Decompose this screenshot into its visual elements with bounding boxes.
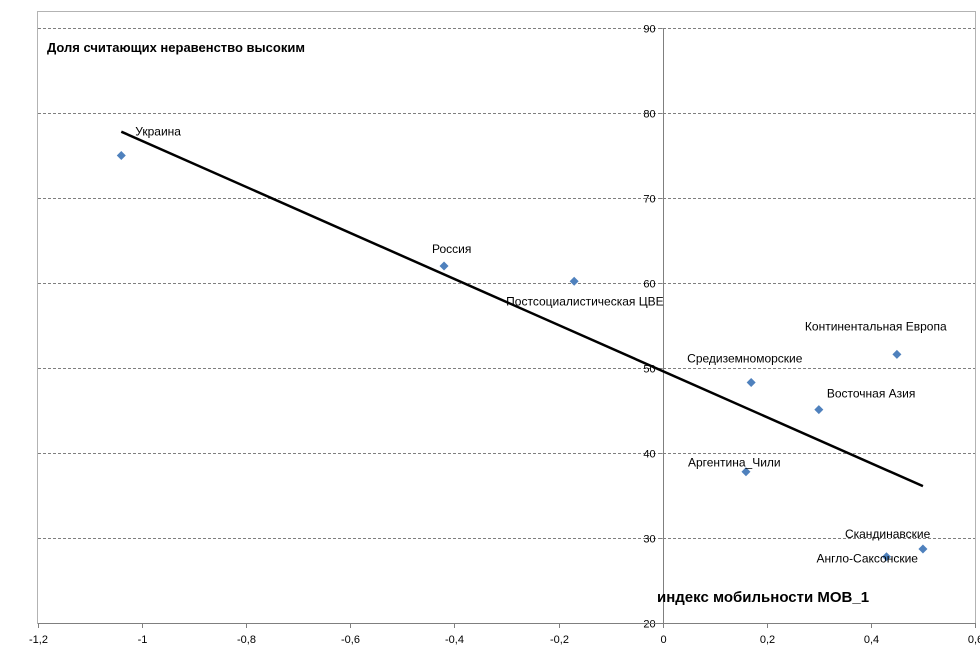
plot-border — [38, 12, 976, 624]
x-tick-label: -0,2 — [550, 634, 569, 646]
x-tick-label: 0 — [660, 634, 666, 646]
y-tick-label: 70 — [643, 194, 655, 206]
x-tick-label: -0,6 — [341, 634, 360, 646]
data-label: Средиземноморские — [687, 351, 803, 365]
data-label: Англо-Саксонские — [817, 552, 919, 566]
data-label: Аргентина_Чили — [688, 456, 781, 470]
y-tick-label: 20 — [643, 619, 655, 631]
data-label: Континентальная Европа — [805, 319, 947, 333]
data-label: Скандинавские — [845, 527, 931, 541]
y-tick-label: 60 — [643, 279, 655, 291]
chart-title: Доля считающих неравенство высоким — [47, 40, 305, 55]
x-tick-label: -1,2 — [29, 634, 48, 646]
y-tick-label: 80 — [643, 109, 655, 121]
data-label: Украина — [135, 125, 181, 139]
x-axis-title: индекс мобильности МОВ_1 — [657, 589, 869, 606]
x-tick-label: 0,6 — [968, 634, 980, 646]
y-tick-label: 90 — [643, 24, 655, 36]
data-label: Восточная Азия — [827, 387, 916, 401]
x-tick-label: -0,8 — [237, 634, 256, 646]
y-tick-label: 40 — [643, 449, 655, 461]
data-label: Постсоциалистическая ЦВЕ — [506, 294, 663, 308]
x-tick-label: 0,4 — [864, 634, 879, 646]
y-tick-label: 30 — [643, 534, 655, 546]
x-tick-label: 0,2 — [760, 634, 775, 646]
x-tick-label: -0,4 — [445, 634, 464, 646]
data-label: Россия — [432, 242, 471, 256]
x-tick-label: -1 — [138, 634, 148, 646]
